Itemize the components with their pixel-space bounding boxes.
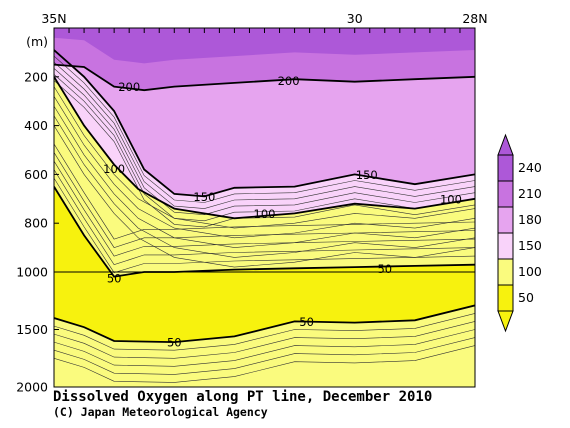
- contour-label: 150: [193, 190, 215, 204]
- contour-label: 200: [278, 74, 300, 88]
- contour-label: 50: [107, 271, 122, 285]
- colorbar-bottom-arrow: [497, 310, 514, 333]
- colorbar-segment: [497, 154, 514, 182]
- colorbar-segment: [497, 232, 514, 260]
- y-tick-label: 800: [24, 216, 48, 231]
- contour-line-thin: [54, 80, 475, 228]
- x-tick-label: 35N: [41, 11, 66, 26]
- contour-line-contour_100: [54, 76, 475, 220]
- contour-line-thin: [54, 74, 475, 222]
- contour-label: 150: [356, 168, 378, 182]
- contour-line-thin: [54, 143, 475, 240]
- y-unit-label: (m): [26, 34, 48, 49]
- fill-band-240: [54, 28, 475, 64]
- contour-line-thin: [54, 337, 475, 375]
- y-tick-label: 1000: [16, 265, 48, 280]
- colorbar-segment: [497, 206, 514, 234]
- contour-label: 200: [118, 80, 140, 94]
- fill-band-deep-50-100: [54, 305, 475, 387]
- colorbar-label: 150: [518, 238, 542, 253]
- contour-line-thin: [54, 152, 475, 248]
- contour-line-thin: [54, 96, 475, 239]
- contour-line-thin: [54, 160, 475, 257]
- x-tick-label: 30: [347, 11, 363, 26]
- contour-label: 100: [103, 162, 125, 176]
- colorbar-segment: [497, 180, 514, 208]
- y-tick-label: 1500: [16, 322, 48, 337]
- contour-line-thin: [54, 86, 475, 229]
- contour-line-thin: [54, 55, 475, 203]
- contour-label: 100: [254, 207, 276, 221]
- contour-line-thin: [54, 125, 475, 268]
- colorbar-segment: [497, 258, 514, 286]
- colorbar-label: 50: [518, 290, 534, 305]
- contour-label: 50: [167, 336, 182, 350]
- colorbar-top-arrow: [497, 133, 514, 156]
- y-tick-label: 2000: [16, 380, 48, 395]
- contour-line-thin: [54, 329, 475, 367]
- contour-line-contour_50_lower: [54, 304, 475, 344]
- colorbar-label: 100: [518, 264, 542, 279]
- credit-text: (C) Japan Meteorological Agency: [53, 404, 268, 419]
- contour-label: 100: [440, 192, 462, 206]
- contour-line-thin: [54, 169, 475, 266]
- caption: Dissolved Oxygen along PT line, December…: [53, 389, 432, 420]
- contour-line-upper_purple_200: [54, 63, 475, 92]
- contour-line-contour_150: [54, 49, 475, 198]
- chart-title: Dissolved Oxygen along PT line, December…: [53, 389, 433, 405]
- contour-line-thin: [54, 345, 475, 383]
- contour-line-thin: [54, 115, 475, 258]
- contour-line-thin: [54, 105, 475, 248]
- contour-line-contour_50_upper: [54, 186, 475, 278]
- contour-line-thin: [54, 313, 475, 351]
- colorbar-label: 180: [518, 212, 542, 227]
- contour-label: 50: [377, 262, 392, 276]
- contour-line-thin: [54, 61, 475, 209]
- x-tick-label: 28N: [462, 11, 487, 26]
- y-tick-label: 600: [24, 167, 48, 182]
- contour-line-thin: [54, 321, 475, 359]
- y-tick-label: 200: [24, 69, 48, 84]
- contour-line-thin: [54, 68, 475, 216]
- colorbar-label: 240: [518, 160, 542, 175]
- y-tick-label: 400: [24, 118, 48, 133]
- colorbar-label: 210: [518, 186, 542, 201]
- colorbar-segment: [497, 284, 514, 312]
- contour-label: 50: [299, 315, 314, 329]
